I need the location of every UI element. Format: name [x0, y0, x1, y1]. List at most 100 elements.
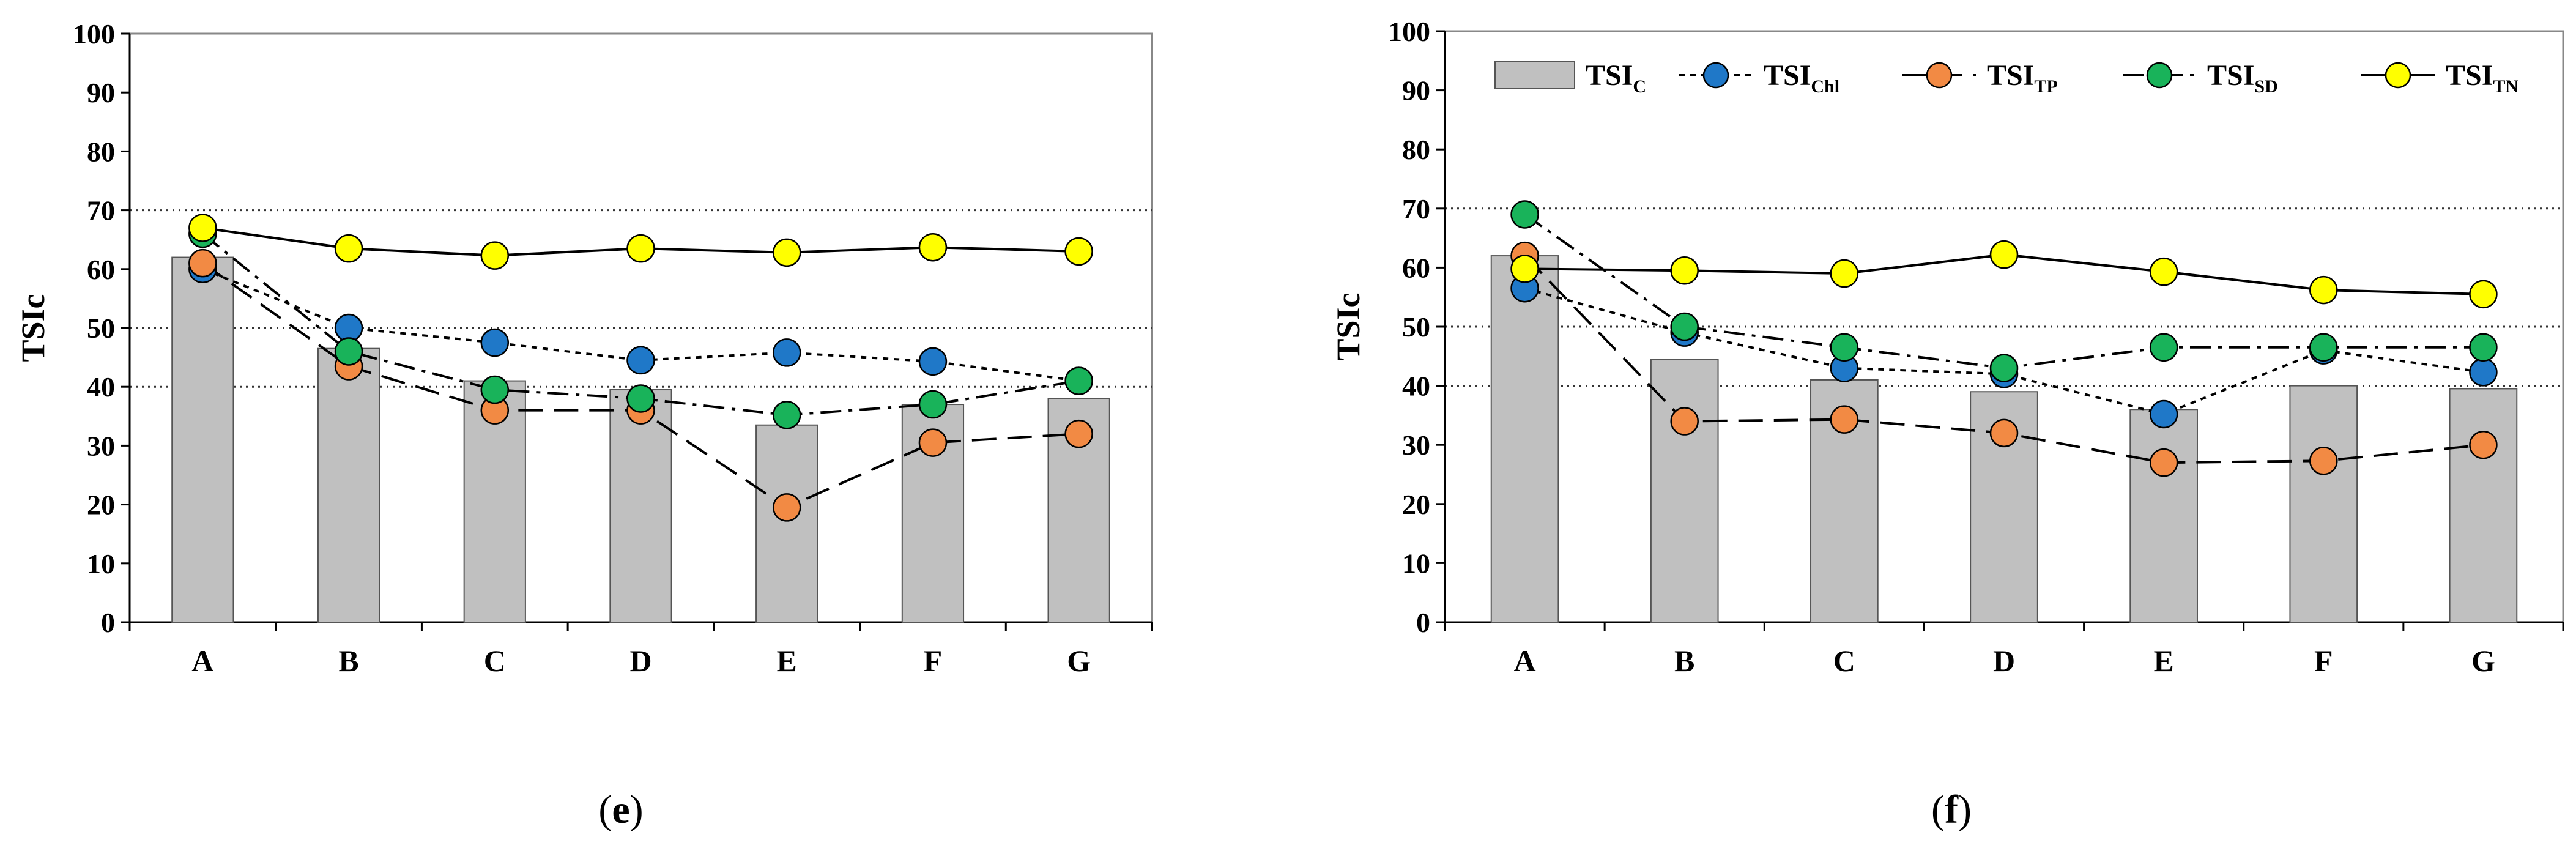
- point-TSIChl-C: [480, 328, 510, 357]
- bar-B: [1650, 359, 1719, 623]
- point-TSIChl-D: [626, 346, 655, 375]
- y-tick-label: 60: [1402, 252, 1430, 283]
- y-axis-label: TSIc: [15, 294, 51, 362]
- bar-G: [2449, 388, 2518, 623]
- point-TSITN-F: [2309, 275, 2338, 305]
- point-TSIChl-G: [2469, 358, 2498, 387]
- y-tick-label: 20: [1402, 489, 1430, 520]
- point-TSISD-A: [1510, 200, 1539, 229]
- point-TSITN-E: [772, 238, 801, 267]
- legend-label-TSISD: TSISD: [2207, 59, 2278, 97]
- x-tick-label: E: [2153, 644, 2173, 678]
- x-tick-label: E: [777, 644, 797, 678]
- point-TSITN-F: [918, 232, 948, 262]
- legend-label-TSIC: TSIC: [1586, 59, 1646, 97]
- bar-A: [1490, 255, 1559, 623]
- caption-open-paren: (: [598, 787, 612, 832]
- bar-E: [2129, 409, 2198, 623]
- y-tick-label: 0: [1416, 607, 1430, 638]
- legend-label-sub: Chl: [1811, 76, 1839, 97]
- legend-label-base: TSI: [2446, 59, 2493, 92]
- y-tick-label: 80: [87, 136, 115, 167]
- point-TSITN-C: [1830, 259, 1859, 288]
- point-TSISD-G: [2469, 333, 2498, 362]
- x-tick-label: F: [924, 644, 943, 678]
- x-tick-label: C: [1833, 644, 1855, 678]
- x-tick-label: G: [2471, 644, 2495, 678]
- y-tick-label: 80: [1402, 134, 1430, 165]
- y-tick-label: 50: [1402, 311, 1430, 343]
- y-tick-label: 10: [1402, 548, 1430, 579]
- caption-close-paren: ): [1958, 787, 1972, 832]
- legend-label-TSITP: TSITP: [1987, 59, 2058, 97]
- legend-label-sub: TN: [2493, 76, 2518, 97]
- point-TSISD-E: [2149, 333, 2178, 362]
- legend-swatch-bar: [1494, 61, 1575, 89]
- legend-label-sub: C: [1633, 76, 1646, 97]
- point-TSITP-C: [1830, 405, 1859, 434]
- panel-caption-e: (e): [598, 787, 643, 832]
- y-tick-label: 10: [87, 548, 115, 579]
- y-tick-label: 60: [87, 254, 115, 285]
- y-tick-label: 40: [1402, 371, 1430, 402]
- point-TSITP-F: [918, 428, 948, 457]
- legend-label-base: TSI: [1586, 59, 1633, 92]
- point-TSITN-E: [2149, 257, 2178, 286]
- point-TSITN-D: [626, 234, 655, 263]
- point-TSITN-D: [1989, 240, 2019, 269]
- point-TSITN-A: [1510, 255, 1539, 283]
- point-TSITP-E: [2149, 448, 2178, 477]
- point-TSITP-D: [1989, 418, 2019, 448]
- bar-D: [609, 389, 672, 623]
- point-TSITN-B: [334, 234, 363, 263]
- legend-marker-TSITP: [1926, 62, 1953, 89]
- caption-letter: f: [1945, 787, 1959, 832]
- point-TSITP-G: [1064, 419, 1093, 448]
- legend-label-TSITN: TSITN: [2446, 59, 2518, 97]
- point-TSISD-D: [626, 384, 655, 413]
- point-TSIChl-E: [772, 338, 801, 367]
- point-TSITN-B: [1670, 256, 1699, 285]
- legend-label-base: TSI: [2207, 59, 2254, 92]
- x-tick-label: F: [2314, 644, 2333, 678]
- y-tick-label: 100: [1388, 16, 1430, 47]
- point-TSISD-D: [1989, 354, 2019, 382]
- point-TSITN-C: [480, 241, 510, 270]
- legend-marker-TSIChl: [1702, 62, 1729, 89]
- bar-B: [317, 347, 380, 623]
- bar-A: [171, 256, 234, 623]
- y-axis-label: TSIc: [1330, 292, 1367, 360]
- y-tick-label: 40: [87, 371, 115, 403]
- x-tick-label: B: [338, 644, 358, 678]
- y-tick-label: 70: [1402, 193, 1430, 225]
- point-TSITP-E: [772, 493, 801, 522]
- chart-panel-e: 0 10 20 30 40 50 60 70 80 90 100 TSIc A B C D E F G: [15, 18, 1153, 678]
- caption-open-paren: (: [1931, 787, 1945, 832]
- point-TSITN-G: [1064, 237, 1093, 266]
- bar-E: [755, 424, 818, 623]
- y-tick-label: 0: [101, 607, 115, 638]
- point-TSITN-G: [2469, 280, 2498, 309]
- point-TSITP-B: [1670, 407, 1699, 436]
- point-TSITP-F: [2309, 447, 2338, 475]
- x-tick-label: C: [484, 644, 506, 678]
- point-TSISD-C: [480, 375, 510, 404]
- legend-label-sub: SD: [2254, 76, 2277, 97]
- y-tick-label: 30: [1402, 429, 1430, 461]
- y-tick-label: 20: [87, 489, 115, 521]
- legend-marker-TSISD: [2146, 62, 2173, 89]
- point-TSISD-G: [1064, 366, 1093, 395]
- x-tick-label: D: [1993, 644, 2015, 678]
- legend: TSIC TSIChl TSITP TSISD TSITN: [1494, 59, 2518, 97]
- y-tick-label: 100: [73, 18, 115, 50]
- point-TSITP-A: [188, 248, 217, 278]
- x-tick-label: A: [1514, 644, 1536, 678]
- point-TSIChl-E: [2149, 399, 2178, 429]
- legend-label-base: TSI: [1987, 59, 2034, 92]
- y-tick-label: 90: [1402, 75, 1430, 106]
- x-tick-label: G: [1067, 644, 1091, 678]
- x-tick-label: D: [629, 644, 651, 678]
- bar-F: [2289, 385, 2358, 623]
